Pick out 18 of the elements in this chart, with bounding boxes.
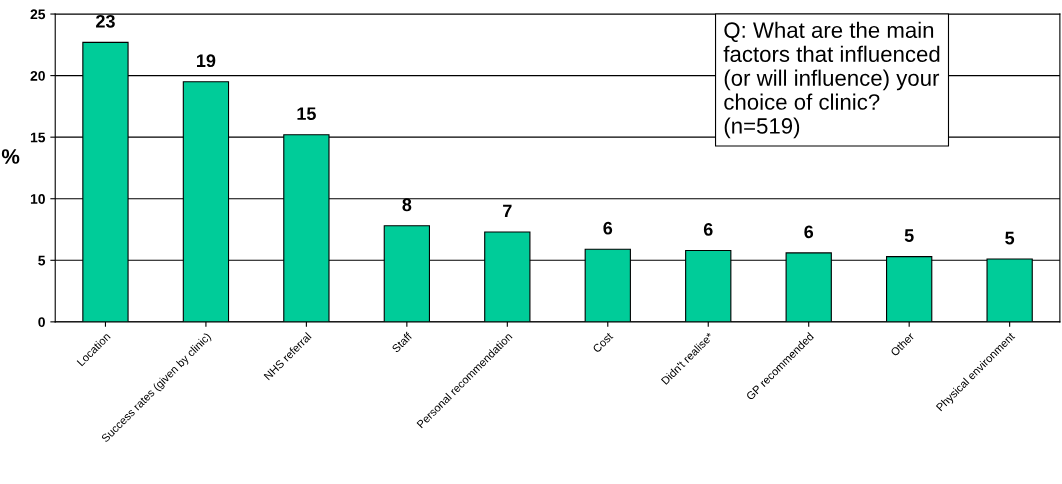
data-label: 5 <box>1005 231 1015 245</box>
y-tick-label: 10 <box>30 194 45 204</box>
y-tick-label: 0 <box>38 317 45 328</box>
data-label: 15 <box>297 107 316 121</box>
y-tick-label: 20 <box>30 70 45 81</box>
data-label: 6 <box>703 222 713 236</box>
data-label: 8 <box>402 198 412 212</box>
data-label: 5 <box>904 229 914 242</box>
y-tick-label: 25 <box>30 9 46 20</box>
y-tick-label: 5 <box>38 255 46 266</box>
data-label: 7 <box>503 204 512 218</box>
y-axis-title: % <box>1 149 20 164</box>
data-label: 23 <box>96 14 115 28</box>
data-label: 6 <box>603 221 613 235</box>
annotation: Q: What are the main factors that influenced (or will influence) your choice of clinic? (n=519) <box>723 21 940 139</box>
y-tick-label: 15 <box>30 132 46 143</box>
data-label: 6 <box>804 225 814 239</box>
data-label: 19 <box>197 54 216 68</box>
